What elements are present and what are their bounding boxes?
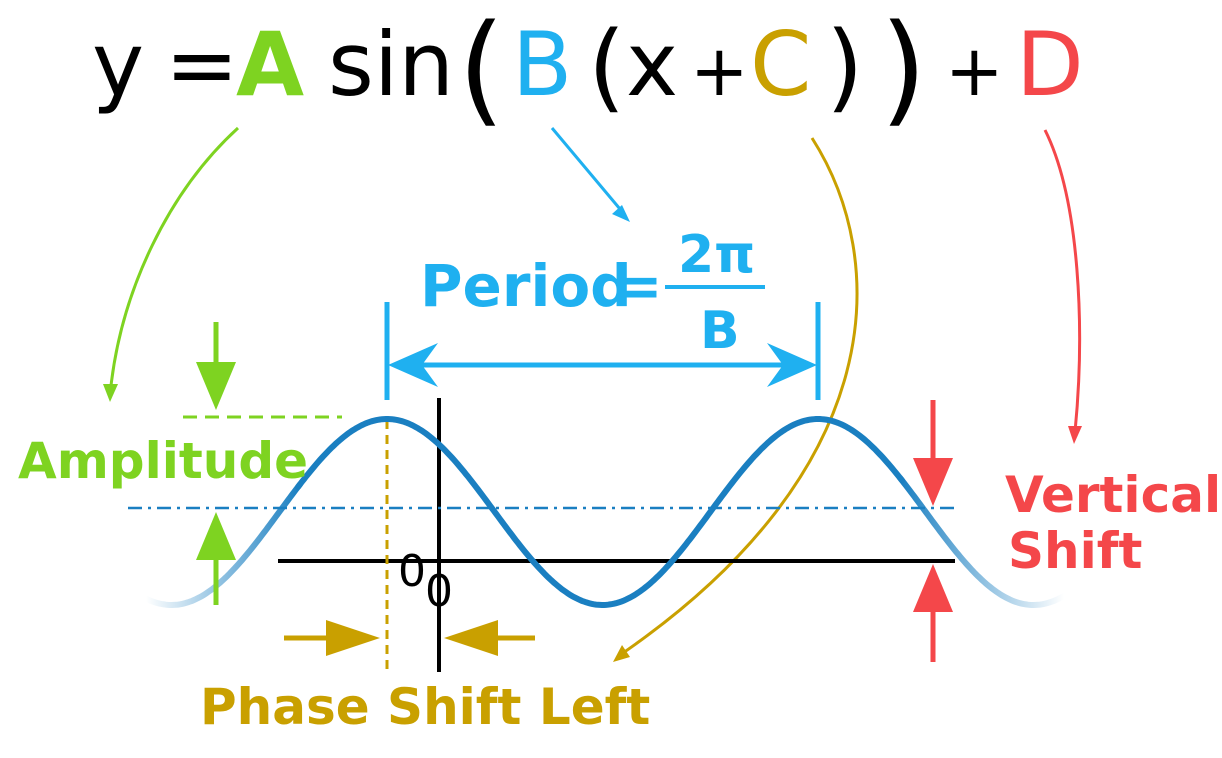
vshift-arrows <box>913 400 953 662</box>
period-equals: = <box>614 252 663 320</box>
period-label: Period = 2π B <box>420 225 765 361</box>
amplitude-pointer-arrowhead <box>103 384 118 402</box>
eq-lparen-outer: ( <box>458 0 505 139</box>
eq-y: y <box>92 13 144 116</box>
eq-sin: sin <box>328 13 454 116</box>
vshift-up-arrowhead <box>913 564 953 612</box>
period-pointer-arrow <box>550 127 627 216</box>
origin-label-1: 0 <box>398 546 426 597</box>
sine-curve-right-fade <box>897 474 1067 608</box>
period-denominator: B <box>700 301 740 361</box>
eq-plus-2: + <box>945 30 1004 112</box>
origin-label-2: 0 <box>425 566 453 617</box>
vshift-label-line1: Vertical <box>1005 466 1221 524</box>
eq-equals: = <box>165 13 239 116</box>
amplitude-down-arrowhead <box>196 362 236 410</box>
period-numerator: 2π <box>678 225 755 285</box>
amplitude-label: Amplitude <box>18 432 308 490</box>
phase-right-arrowhead <box>326 620 380 656</box>
eq-A: A <box>236 13 304 116</box>
period-text: Period <box>420 252 632 320</box>
eq-D: D <box>1016 13 1084 116</box>
sine-curve-main <box>295 416 905 608</box>
phase-shift-label: Phase Shift Left <box>200 678 650 736</box>
eq-B: B <box>512 13 572 116</box>
eq-plus-1: + <box>690 30 749 112</box>
period-left-arrowhead <box>388 343 438 387</box>
phase-pointer-arrowhead <box>613 645 630 662</box>
vshift-pointer-arrow <box>1043 129 1082 433</box>
phase-arrows <box>284 620 535 656</box>
vshift-pointer-arrowhead <box>1068 426 1082 444</box>
period-pointer-arrowhead <box>612 205 630 222</box>
vshift-down-arrowhead <box>913 458 953 506</box>
eq-C: C <box>750 13 811 116</box>
amplitude-up-arrowhead <box>196 512 236 560</box>
sine-curve <box>143 416 1067 608</box>
phase-pointer-arrow <box>619 137 859 657</box>
eq-lparen-inner: ( <box>588 11 625 123</box>
eq-rparen-inner: ) <box>826 11 863 123</box>
period-right-arrowhead <box>767 343 817 387</box>
sine-curve-left-fade <box>143 481 303 608</box>
phase-left-arrowhead <box>444 620 498 656</box>
vshift-label-line2: Shift <box>1008 522 1142 580</box>
eq-x: x <box>626 13 678 116</box>
equation: y = A sin ( B ( x + C ) ) + D <box>92 0 1084 139</box>
eq-rparen-outer: ) <box>880 0 927 139</box>
amplitude-arrows <box>196 322 236 605</box>
amplitude-pointer-arrow <box>108 126 240 396</box>
